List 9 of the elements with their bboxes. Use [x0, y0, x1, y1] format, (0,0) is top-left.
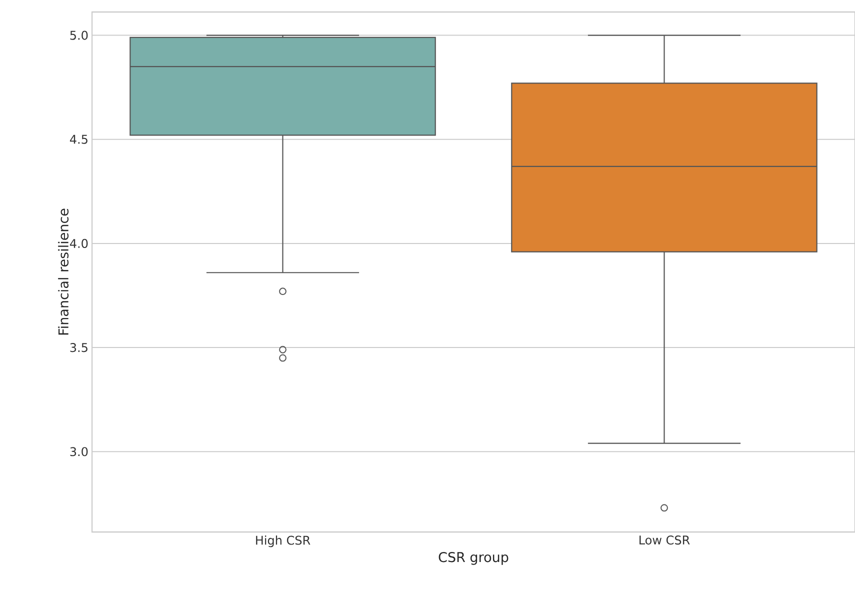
- y-axis-title: Financial resilience: [58, 208, 69, 335]
- x-axis-title: CSR group: [438, 552, 508, 565]
- y-tick-label: 3.5: [70, 343, 88, 352]
- y-tick-label: 4.0: [70, 238, 88, 248]
- y-tick-label: 5.0: [70, 30, 88, 40]
- y-tick-label: 3.0: [70, 447, 88, 456]
- y-tick-label: 4.5: [70, 134, 88, 144]
- x-tick-label: Low CSR: [640, 536, 690, 545]
- x-tick-label: High CSR: [256, 536, 310, 548]
